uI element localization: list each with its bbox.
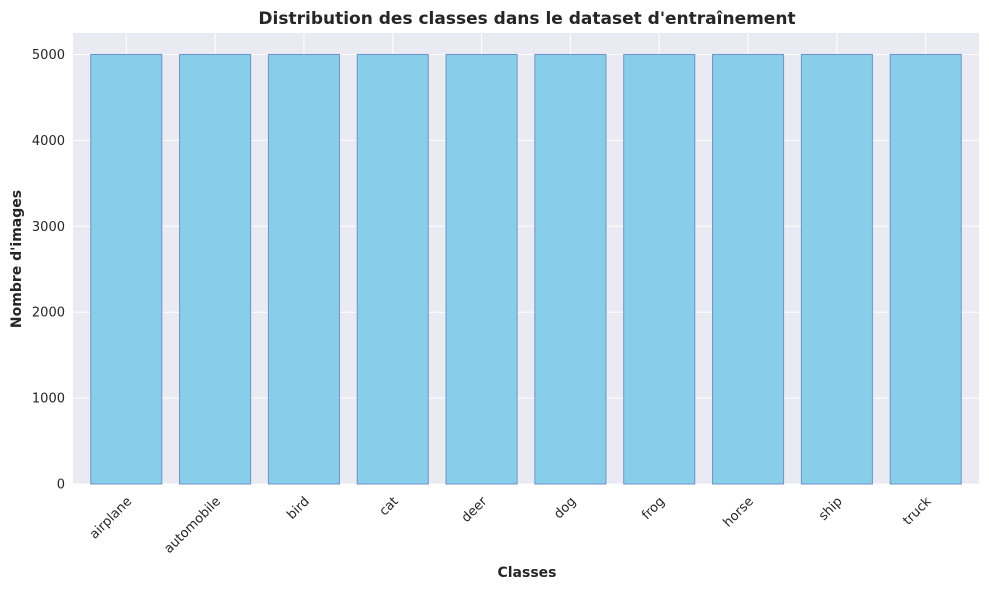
x-tick-label: ship — [816, 494, 846, 524]
x-tick-label: airplane — [87, 494, 135, 542]
x-tick-label: dog — [551, 494, 579, 522]
x-tick-label: deer — [459, 494, 491, 526]
bar-deer — [445, 53, 518, 485]
bar-cat — [356, 53, 429, 485]
x-tick-label: frog — [639, 494, 668, 523]
bar-dog — [534, 53, 607, 485]
bar-truck — [889, 53, 962, 485]
bar-bird — [267, 53, 340, 485]
x-axis-label: Classes — [497, 565, 556, 581]
x-tick-label: bird — [284, 494, 312, 522]
chart-title: Distribution des classes dans le dataset… — [258, 9, 795, 29]
x-tick-label: cat — [377, 494, 402, 519]
y-tick-label: 3000 — [32, 220, 65, 235]
x-tick-label: horse — [721, 494, 757, 530]
y-tick-label: 4000 — [32, 134, 65, 149]
bar-automobile — [179, 53, 252, 485]
y-tick-label: 2000 — [32, 306, 65, 321]
y-axis-label: Nombre d'images — [9, 190, 25, 328]
bar-frog — [623, 53, 696, 485]
x-tick-label: automobile — [161, 494, 223, 556]
bars — [90, 53, 962, 485]
y-tick-label: 5000 — [32, 48, 65, 63]
y-tick-label: 0 — [57, 478, 65, 493]
x-tick-label: truck — [900, 494, 935, 529]
x-tick-labels: airplane automobile bird cat deer dog frog hors… — [87, 494, 935, 557]
bar-airplane — [90, 53, 163, 485]
y-tick-label: 1000 — [32, 392, 65, 407]
bar-ship — [800, 53, 873, 485]
y-tick-labels: 0 1000 2000 3000 4000 5000 — [32, 48, 65, 493]
bar-horse — [712, 53, 785, 485]
